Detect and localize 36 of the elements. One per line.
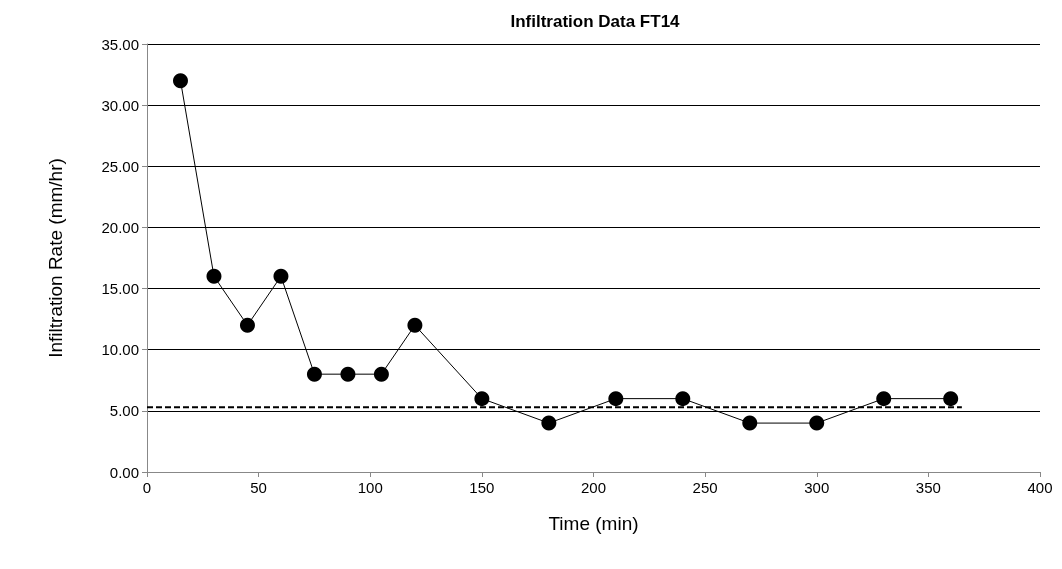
point <box>373 366 389 382</box>
y-tick-label: 25.00 <box>101 157 139 175</box>
point <box>474 391 490 407</box>
y-tick-label: 20.00 <box>101 218 139 236</box>
point <box>876 391 892 407</box>
x-tick-label: 100 <box>357 479 383 496</box>
x-tick-label: 400 <box>1027 479 1053 496</box>
y-tick-label: 35.00 <box>101 35 139 53</box>
point <box>206 268 222 284</box>
x-tick-label: 50 <box>250 479 267 496</box>
y-axis-title: Infiltration Rate (mm/hr) <box>45 158 66 358</box>
point <box>340 366 356 382</box>
point <box>407 317 423 333</box>
point <box>675 391 691 407</box>
y-tick-label: 5.00 <box>109 402 139 420</box>
x-axis-title: Time (min) <box>548 513 639 534</box>
point <box>809 415 825 431</box>
y-tick-label: 0.00 <box>109 463 139 481</box>
x-tick-label: 350 <box>915 479 941 496</box>
y-tick-label: 10.00 <box>101 341 139 359</box>
x-tick-label: 250 <box>692 479 718 496</box>
x-tick-label: 200 <box>580 479 607 496</box>
y-tick-label: 15.00 <box>101 280 139 298</box>
point <box>943 391 959 407</box>
y-tick-label: 30.00 <box>101 96 139 114</box>
point <box>273 268 289 284</box>
x-tick-label: 300 <box>804 479 830 496</box>
point <box>608 391 624 407</box>
x-tick-label: 150 <box>469 479 495 496</box>
chart-title: Infiltration Data FT14 <box>510 12 681 31</box>
point <box>306 366 322 382</box>
point <box>173 73 188 89</box>
point <box>239 317 255 333</box>
point <box>742 415 758 431</box>
point <box>541 415 557 431</box>
x-tick-label: 0 <box>142 479 152 496</box>
